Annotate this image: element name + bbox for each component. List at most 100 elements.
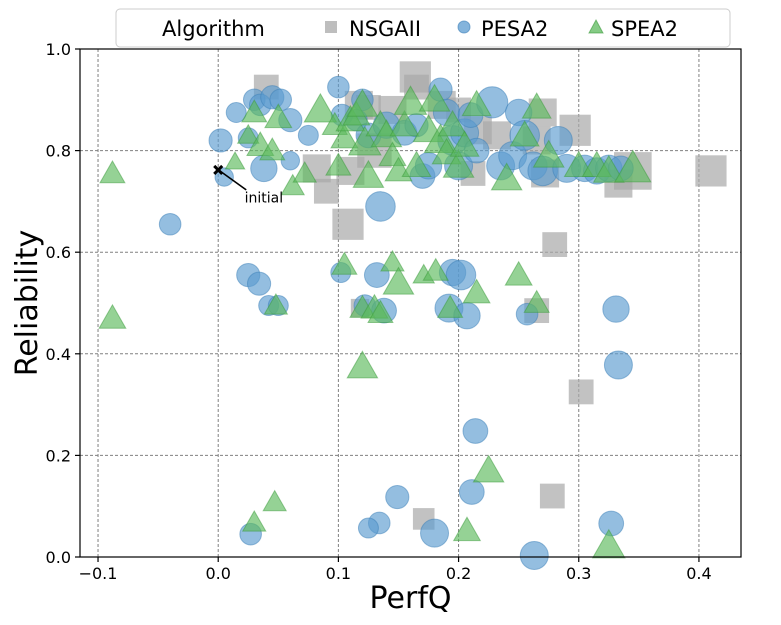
spea2-point: [490, 162, 523, 191]
data-points: [98, 61, 727, 570]
spea2-point: [436, 294, 464, 318]
x-tick-label: 0.1: [326, 564, 351, 583]
spea2-point: [347, 125, 382, 156]
spea2-point: [462, 278, 491, 304]
legend-title: Algorithm: [162, 17, 265, 41]
spea2-point: [382, 266, 415, 295]
annotation-label: initial: [245, 190, 284, 206]
pesa2-point: [458, 479, 485, 505]
nsgaii-point: [332, 208, 364, 240]
legend-label-spea2: SPEA2: [611, 17, 678, 41]
pesa2-point: [208, 128, 233, 153]
x-tick-label: −0.1: [79, 564, 118, 583]
pesa2-point: [598, 510, 625, 537]
nsgaii-point: [695, 155, 727, 187]
pesa2-point: [602, 295, 630, 323]
spea2-point: [259, 137, 286, 161]
pesa2-point: [297, 124, 319, 146]
spea2-point: [346, 88, 379, 117]
spea2-point: [472, 454, 505, 483]
pesa2-point: [158, 212, 182, 236]
spea2-point: [303, 92, 338, 123]
legend-marker-nsgaii: [325, 21, 337, 33]
spea2-point: [280, 173, 306, 196]
spea2-point: [346, 350, 379, 379]
legend-label-nsgaii: NSGAII: [349, 17, 421, 41]
pesa2-point: [462, 418, 489, 444]
spea2-point: [99, 160, 126, 184]
legend: Algorithm NSGAII PESA2 SPEA2: [115, 8, 731, 48]
legend-box: [115, 8, 731, 48]
spea2-point: [236, 123, 260, 144]
x-tick-label: 0.2: [446, 564, 471, 583]
spea2-point: [292, 160, 318, 183]
y-tick-label: 0.2: [46, 446, 71, 465]
pesa2-point: [445, 259, 477, 291]
spea2-point: [264, 103, 293, 129]
spea2-point: [263, 293, 289, 315]
plot-frame: [79, 48, 742, 558]
pesa2-point: [246, 271, 272, 296]
spea2-point: [325, 152, 352, 176]
y-tick-label: 0.0: [46, 548, 71, 567]
spea2-point: [422, 257, 450, 281]
initial-point-marker: [213, 164, 224, 175]
pesa2-point: [280, 151, 301, 171]
y-tick-label: 0.4: [46, 345, 71, 364]
nsgaii-point: [313, 178, 339, 204]
nsgaii-point: [568, 379, 594, 405]
spea2-point: [262, 489, 288, 512]
spea2-point: [331, 251, 358, 275]
spea2-point: [367, 299, 394, 323]
x-axis-label: PerfQ: [370, 581, 452, 616]
legend-marker-pesa2: [457, 20, 471, 34]
pesa2-point: [385, 484, 410, 510]
spea2-point: [592, 154, 625, 183]
y-tick-label: 0.6: [46, 243, 71, 262]
pesa2-point: [327, 75, 350, 99]
pesa2-point: [603, 350, 633, 380]
spea2-point: [330, 123, 359, 149]
nsgaii-point: [539, 483, 565, 509]
spea2-point: [224, 151, 246, 170]
legend-label-pesa2: PESA2: [481, 17, 548, 41]
pesa2-point: [519, 540, 549, 570]
spea2-point: [532, 139, 565, 168]
spea2-point: [401, 150, 432, 178]
pesa2-point: [225, 102, 247, 123]
series-spea2: [98, 83, 652, 559]
spea2-point: [380, 249, 405, 272]
x-tick-label: 0.4: [686, 564, 711, 583]
spea2-point: [418, 83, 451, 112]
y-tick-label: 0.8: [46, 142, 71, 161]
y-tick-label: 1.0: [46, 40, 71, 59]
spea2-point: [240, 99, 268, 123]
pesa2-point: [269, 88, 293, 112]
spea2-point: [241, 509, 267, 532]
x-tick-label: 0.0: [205, 564, 230, 583]
x-mark-stroke: [213, 164, 224, 175]
spea2-point: [591, 528, 626, 559]
axis-ticks: −0.1 0.0 0.1 0.2 0.3 0.4 0.0 0.2 0.4 0.6 0.8 1.0: [46, 40, 712, 583]
spea2-point: [437, 109, 468, 137]
spea2-point: [98, 303, 127, 329]
spea2-point: [504, 260, 533, 286]
spea2-point: [352, 159, 385, 188]
spea2-point: [442, 149, 475, 178]
legend-marker-spea2: [588, 18, 604, 34]
spea2-point: [449, 130, 480, 157]
pesa2-point: [420, 518, 450, 548]
spea2-point: [509, 120, 540, 147]
x-tick-label: 0.3: [566, 564, 591, 583]
pesa2-point: [357, 517, 379, 539]
spea2-point: [452, 516, 482, 542]
pesa2-point: [365, 191, 396, 222]
spea2-point: [389, 109, 420, 137]
y-axis-label: Reliability: [10, 230, 45, 377]
spea2-point: [393, 85, 428, 115]
spea2-point: [461, 89, 492, 117]
annotation-initial: initial: [213, 164, 284, 206]
spea2-point: [521, 92, 552, 119]
nsgaii-point: [542, 232, 568, 257]
